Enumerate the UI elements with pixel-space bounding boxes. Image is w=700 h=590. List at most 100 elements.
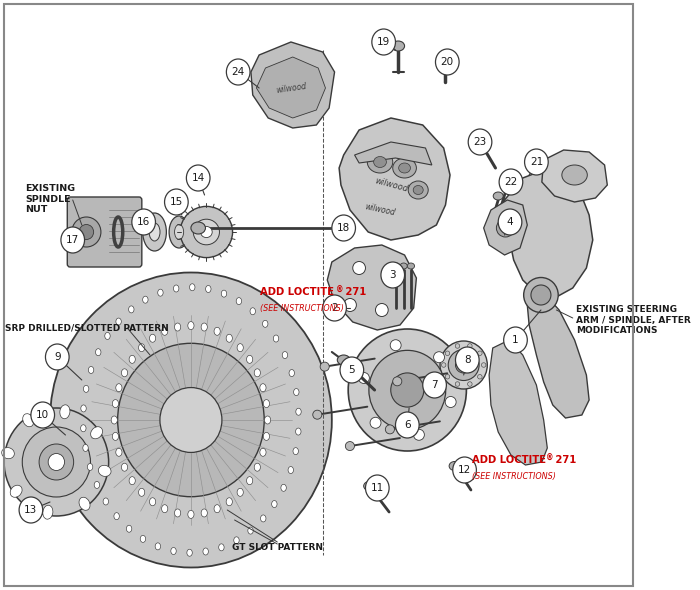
Circle shape bbox=[453, 457, 477, 483]
Ellipse shape bbox=[482, 363, 486, 367]
Ellipse shape bbox=[116, 318, 121, 325]
Ellipse shape bbox=[174, 509, 181, 517]
Text: wilwood: wilwood bbox=[373, 176, 409, 194]
Ellipse shape bbox=[474, 138, 486, 148]
Ellipse shape bbox=[72, 217, 101, 247]
Ellipse shape bbox=[369, 350, 446, 430]
Ellipse shape bbox=[140, 535, 146, 542]
Ellipse shape bbox=[187, 549, 192, 556]
Ellipse shape bbox=[236, 297, 241, 304]
Ellipse shape bbox=[282, 352, 288, 359]
Ellipse shape bbox=[112, 399, 118, 408]
Ellipse shape bbox=[272, 500, 277, 507]
Ellipse shape bbox=[150, 335, 155, 342]
Ellipse shape bbox=[281, 484, 286, 491]
Ellipse shape bbox=[201, 509, 207, 517]
Ellipse shape bbox=[503, 178, 512, 186]
Ellipse shape bbox=[393, 377, 402, 386]
Ellipse shape bbox=[150, 498, 155, 506]
Ellipse shape bbox=[149, 223, 160, 241]
Ellipse shape bbox=[162, 504, 168, 513]
Polygon shape bbox=[328, 245, 416, 330]
Ellipse shape bbox=[143, 213, 167, 251]
Ellipse shape bbox=[477, 375, 482, 379]
Ellipse shape bbox=[320, 362, 329, 371]
Ellipse shape bbox=[112, 432, 118, 440]
Ellipse shape bbox=[114, 513, 119, 520]
Text: (SEE INSTRUCTIONS): (SEE INSTRUCTIONS) bbox=[260, 303, 344, 313]
Ellipse shape bbox=[22, 427, 90, 497]
Ellipse shape bbox=[103, 498, 108, 505]
Ellipse shape bbox=[445, 375, 450, 379]
Circle shape bbox=[186, 165, 210, 191]
Ellipse shape bbox=[399, 163, 410, 173]
Ellipse shape bbox=[214, 504, 220, 513]
Ellipse shape bbox=[4, 408, 108, 516]
Text: ADD LOCTITE: ADD LOCTITE bbox=[472, 455, 546, 465]
Ellipse shape bbox=[129, 306, 134, 313]
Ellipse shape bbox=[263, 432, 270, 440]
Ellipse shape bbox=[188, 322, 194, 330]
Ellipse shape bbox=[370, 417, 381, 428]
Ellipse shape bbox=[390, 340, 401, 350]
Text: 21: 21 bbox=[530, 157, 543, 167]
Polygon shape bbox=[355, 142, 432, 165]
Ellipse shape bbox=[174, 285, 179, 292]
Text: 2: 2 bbox=[331, 303, 338, 313]
Ellipse shape bbox=[531, 285, 551, 305]
Circle shape bbox=[31, 402, 55, 428]
Ellipse shape bbox=[449, 461, 460, 470]
Ellipse shape bbox=[263, 399, 270, 408]
Ellipse shape bbox=[22, 414, 34, 427]
Ellipse shape bbox=[171, 548, 176, 555]
Circle shape bbox=[395, 412, 419, 438]
Ellipse shape bbox=[158, 289, 163, 296]
Ellipse shape bbox=[524, 277, 558, 313]
Circle shape bbox=[132, 209, 155, 235]
Text: 13: 13 bbox=[25, 505, 38, 515]
Ellipse shape bbox=[226, 335, 232, 342]
Ellipse shape bbox=[95, 349, 101, 356]
Ellipse shape bbox=[174, 225, 183, 240]
Ellipse shape bbox=[293, 448, 298, 455]
Ellipse shape bbox=[442, 363, 446, 367]
Text: 17: 17 bbox=[66, 235, 79, 245]
Circle shape bbox=[46, 344, 69, 370]
Polygon shape bbox=[484, 200, 527, 255]
Polygon shape bbox=[251, 42, 335, 128]
Ellipse shape bbox=[445, 396, 456, 408]
Text: 19: 19 bbox=[377, 37, 391, 47]
Ellipse shape bbox=[296, 408, 301, 415]
Text: 20: 20 bbox=[441, 57, 454, 67]
Ellipse shape bbox=[143, 296, 148, 303]
Ellipse shape bbox=[116, 448, 122, 456]
Ellipse shape bbox=[139, 489, 145, 496]
Ellipse shape bbox=[494, 192, 503, 200]
Ellipse shape bbox=[160, 388, 222, 453]
Ellipse shape bbox=[345, 441, 354, 451]
Text: 271: 271 bbox=[552, 455, 576, 465]
Ellipse shape bbox=[254, 369, 260, 377]
Circle shape bbox=[456, 347, 479, 373]
Text: SRP DRILLED/SLOTTED PATTERN: SRP DRILLED/SLOTTED PATTERN bbox=[4, 323, 168, 333]
Circle shape bbox=[332, 215, 356, 241]
Ellipse shape bbox=[155, 543, 160, 550]
FancyBboxPatch shape bbox=[67, 197, 142, 267]
Ellipse shape bbox=[201, 227, 212, 238]
Ellipse shape bbox=[496, 219, 514, 237]
Ellipse shape bbox=[368, 151, 393, 173]
Ellipse shape bbox=[60, 405, 70, 419]
Ellipse shape bbox=[162, 327, 168, 335]
Text: ®: ® bbox=[547, 454, 554, 463]
Ellipse shape bbox=[50, 273, 332, 568]
Ellipse shape bbox=[254, 463, 260, 471]
Ellipse shape bbox=[226, 498, 232, 506]
Ellipse shape bbox=[105, 332, 110, 339]
Ellipse shape bbox=[440, 54, 451, 63]
Ellipse shape bbox=[273, 335, 279, 342]
Ellipse shape bbox=[190, 284, 195, 291]
Ellipse shape bbox=[293, 389, 299, 395]
Ellipse shape bbox=[139, 344, 145, 352]
Ellipse shape bbox=[129, 355, 135, 363]
Ellipse shape bbox=[468, 382, 472, 386]
